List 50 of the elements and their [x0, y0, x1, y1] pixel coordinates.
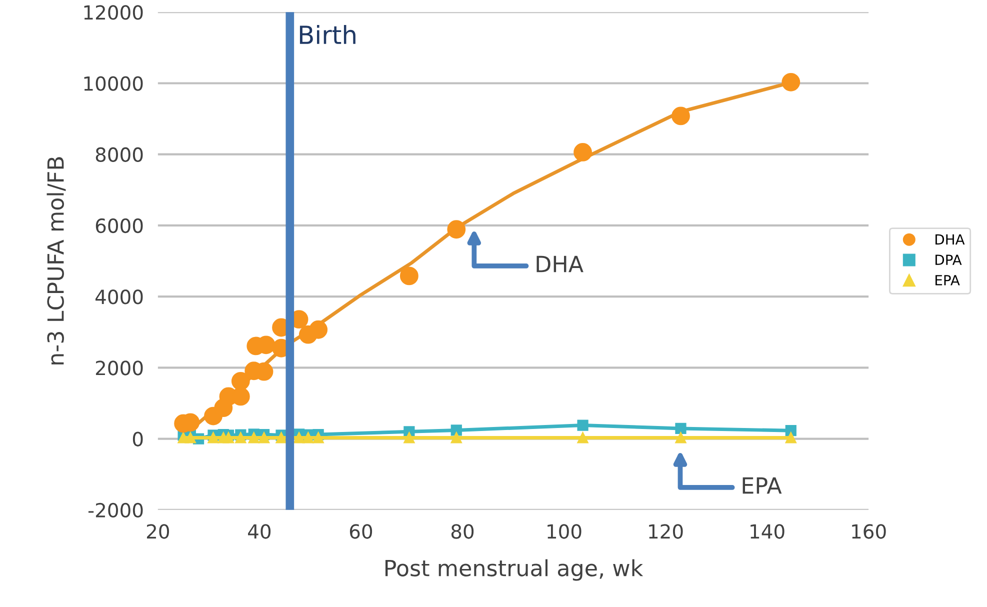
annotation: DHA	[536, 256, 584, 272]
point	[309, 320, 328, 339]
point	[400, 266, 418, 286]
legend-label: DPA	[936, 254, 962, 265]
point	[577, 420, 588, 431]
point	[577, 432, 588, 444]
point	[672, 106, 690, 126]
x-tick-label: 100	[548, 524, 582, 539]
point	[675, 422, 686, 434]
x-tick-label: 80	[451, 524, 474, 539]
point	[447, 220, 466, 239]
x-tick-label: 60	[350, 524, 372, 539]
point	[248, 432, 260, 444]
point	[785, 432, 796, 444]
y-tick-label: 2000	[96, 360, 143, 376]
x-tick-label: 140	[750, 524, 784, 539]
legend-label: EPA	[936, 275, 960, 286]
legend-label: DHA	[936, 234, 965, 244]
point	[184, 432, 196, 444]
point	[208, 432, 219, 444]
x-tick-label: 20	[146, 524, 169, 539]
point	[258, 432, 270, 444]
point	[404, 432, 415, 444]
ref-line-label: Birth	[300, 24, 356, 44]
y-tick-label: -2000	[88, 502, 143, 518]
point	[450, 424, 462, 436]
x-tick-label: 160	[852, 524, 886, 539]
point	[450, 432, 462, 444]
y-tick-label: 0	[132, 432, 143, 446]
x-axis-title: Post menstrual age, wk	[385, 559, 644, 581]
y-tick-label: 6000	[96, 218, 143, 234]
x-tick-label: 40	[248, 524, 271, 539]
point	[782, 72, 800, 92]
y-tick-label: 10000	[84, 76, 143, 91]
point	[312, 432, 324, 444]
annotation: EPA	[742, 477, 782, 494]
y-tick-label: 4000	[95, 290, 143, 304]
point	[222, 432, 234, 444]
point	[276, 432, 287, 444]
point	[231, 372, 250, 390]
point	[574, 143, 592, 162]
point	[302, 432, 314, 444]
y-tick-label: 8000	[96, 147, 143, 162]
y-axis-title: n-3 LCPUFA mol/FB	[46, 157, 66, 364]
point	[293, 432, 305, 444]
x-tick-label: 120	[649, 524, 683, 539]
point	[675, 432, 686, 444]
point	[785, 425, 796, 436]
y-tick-label: 12000	[84, 5, 143, 20]
point	[235, 432, 246, 444]
